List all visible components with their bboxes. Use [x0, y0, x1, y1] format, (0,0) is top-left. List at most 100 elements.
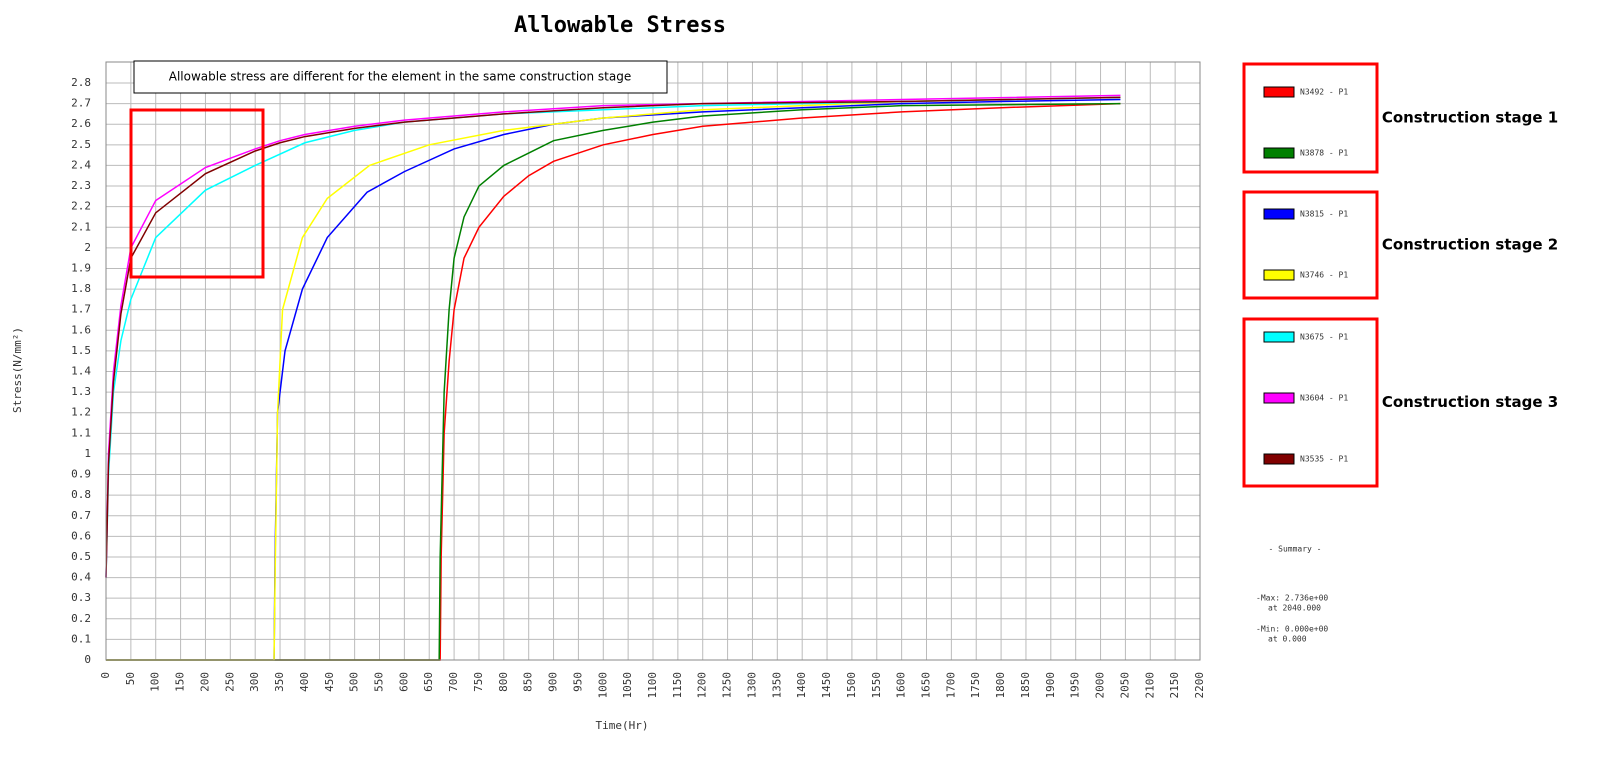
- lines: [105, 94, 1121, 661]
- y-tick-label: 2.2: [71, 200, 91, 213]
- x-axis-label: Time(Hr): [596, 719, 649, 732]
- summary-min-at: at 0.000: [1268, 635, 1307, 644]
- x-tick-label: 1500: [845, 672, 858, 699]
- x-tick-label: 2050: [1118, 672, 1131, 699]
- legend-swatch: [1263, 86, 1295, 98]
- legend-swatch: [1263, 208, 1295, 220]
- x-tick-label: 900: [547, 672, 560, 692]
- legend-swatch: [1263, 331, 1295, 343]
- y-tick-label: 1: [84, 447, 91, 460]
- x-tick-label: 200: [198, 672, 211, 692]
- x-tick-label: 1200: [696, 672, 709, 699]
- legend-label: N3492 - P1: [1300, 88, 1348, 97]
- x-tick-label: 600: [397, 672, 410, 692]
- stage-label: Construction stage 1: [1382, 109, 1558, 127]
- y-tick-label: 1.9: [71, 261, 91, 274]
- x-tick-label: 1900: [1044, 672, 1057, 699]
- stage-label: Construction stage 2: [1382, 236, 1558, 254]
- y-tick-label: 0.7: [71, 509, 91, 522]
- x-tick-label: 450: [323, 672, 336, 692]
- x-tick-label: 500: [348, 672, 361, 692]
- legend-group-box: [1242, 317, 1379, 488]
- legend-label: N3675 - P1: [1300, 333, 1348, 342]
- x-tick-label: 1450: [820, 672, 833, 699]
- x-tick-label: 1300: [745, 672, 758, 699]
- legend-label: N3604 - P1: [1300, 394, 1348, 403]
- legend-label: N3535 - P1: [1300, 455, 1348, 464]
- y-tick-label: 2.6: [71, 117, 91, 130]
- x-tick-label: 1950: [1069, 672, 1082, 699]
- y-tick-label: 2.3: [71, 179, 91, 192]
- legend-label: N3878 - P1: [1300, 149, 1348, 158]
- x-tick-label: 700: [447, 672, 460, 692]
- x-tick-label: 1600: [895, 672, 908, 699]
- x-tick-label: 100: [149, 672, 162, 692]
- y-tick-label: 0.2: [71, 612, 91, 625]
- y-tick-label: 1.4: [71, 365, 91, 378]
- legend-swatch: [1263, 269, 1295, 281]
- x-tick-label: 1750: [969, 672, 982, 699]
- chart-title: Allowable Stress: [514, 13, 726, 38]
- y-tick-label: 1.5: [71, 344, 91, 357]
- legend-group-box: [1242, 190, 1379, 300]
- series-line: [105, 96, 1121, 578]
- y-tick-label: 0.3: [71, 591, 91, 604]
- x-tick-label: 400: [298, 672, 311, 692]
- y-tick-label: 2.4: [71, 158, 91, 171]
- x-tick-label: 1550: [870, 672, 883, 699]
- x-tick-label: 1800: [994, 672, 1007, 699]
- y-tick-label: 1.7: [71, 303, 91, 316]
- y-tick-label: 2.7: [71, 97, 91, 110]
- x-tick-label: 350: [273, 672, 286, 692]
- series-line: [105, 94, 1121, 578]
- y-tick-label: 0.6: [71, 529, 91, 542]
- summary-max: -Max: 2.736e+00: [1256, 594, 1328, 603]
- x-tick-label: 550: [373, 672, 386, 692]
- x-tick-label: 1650: [920, 672, 933, 699]
- series-line: [106, 96, 1121, 661]
- x-tick-label: 1050: [621, 672, 634, 699]
- y-tick-label: 2: [84, 241, 91, 254]
- y-tick-label: 1.6: [71, 323, 91, 336]
- x-tick-label: 1700: [944, 672, 957, 699]
- x-tick-label: 50: [124, 672, 137, 685]
- x-tick-label: 2000: [1094, 672, 1107, 699]
- x-tick-label: 1850: [1019, 672, 1032, 699]
- x-tick-label: 2150: [1168, 672, 1181, 699]
- x-tick-label: 300: [248, 672, 261, 692]
- y-tick-label: 0.5: [71, 550, 91, 563]
- x-tick-label: 1400: [795, 672, 808, 699]
- x-tick-label: 150: [174, 672, 187, 692]
- y-tick-label: 2.1: [71, 220, 91, 233]
- x-tick-label: 1350: [770, 672, 783, 699]
- highlight-box: [129, 108, 265, 279]
- stage-label: Construction stage 3: [1382, 393, 1558, 411]
- y-tick-label: 0.4: [71, 571, 91, 584]
- x-tick-label: 650: [422, 672, 435, 692]
- y-tick-label: 0: [84, 653, 91, 666]
- series-line: [106, 98, 1121, 661]
- series-line: [106, 102, 1121, 661]
- x-tick-label: 2100: [1143, 672, 1156, 699]
- x-tick-label: 950: [571, 672, 584, 692]
- y-tick-label: 1.8: [71, 282, 91, 295]
- y-tick-label: 0.9: [71, 468, 91, 481]
- x-tick-label: 1100: [646, 672, 659, 699]
- y-axis-label: Stress(N/mm²): [11, 327, 24, 413]
- annotation: Allowable stress are different for the e…: [169, 70, 632, 84]
- legend-swatch: [1263, 147, 1295, 159]
- x-tick-label: 850: [522, 672, 535, 692]
- legend-label: N3746 - P1: [1300, 271, 1348, 280]
- x-tick-label: 1250: [721, 672, 734, 699]
- legend-label: N3815 - P1: [1300, 210, 1348, 219]
- x-tick-label: 800: [497, 672, 510, 692]
- x-tick-label: 750: [472, 672, 485, 692]
- x-tick-label: 0: [99, 672, 112, 679]
- y-tick-label: 1.2: [71, 406, 91, 419]
- y-tick-label: 0.8: [71, 488, 91, 501]
- x-tick-label: 250: [223, 672, 236, 692]
- x-tick-label: 2200: [1193, 672, 1206, 699]
- annotation-box: [133, 60, 668, 94]
- y-tick-label: 0.1: [71, 632, 91, 645]
